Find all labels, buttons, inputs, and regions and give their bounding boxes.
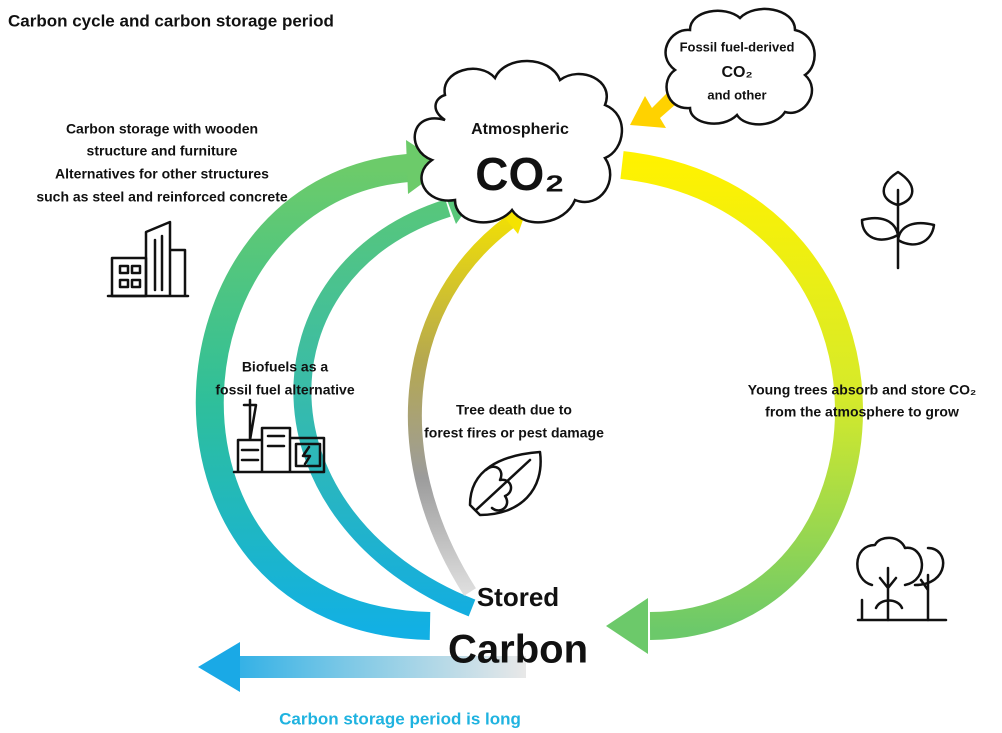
- wood-label: Carbon storage with wooden: [66, 121, 258, 137]
- plant-icon: [860, 170, 936, 270]
- atmosphere-cloud: [413, 59, 624, 224]
- death-label: forest fires or pest damage: [424, 425, 604, 441]
- wood-label: structure and furniture: [87, 143, 238, 159]
- title: Carbon cycle and carbon storage period: [8, 11, 334, 30]
- wood-arrow: [195, 154, 431, 640]
- trees-icon: [856, 536, 948, 622]
- young-trees-label: Young trees absorb and store CO₂: [748, 382, 976, 398]
- stored-label: Stored: [477, 582, 559, 612]
- arrowhead: [198, 642, 240, 692]
- fossil-arrow: [630, 92, 676, 128]
- atmosphere-label: Atmospheric: [471, 121, 569, 138]
- wood-label: such as steel and reinforced concrete: [36, 189, 288, 205]
- leaf-pest-icon: [468, 450, 542, 517]
- arrowhead: [606, 598, 648, 654]
- factory-icon: [232, 398, 326, 474]
- wood-label: Alternatives for other structures: [55, 166, 269, 182]
- absorb-arrow: [620, 151, 863, 640]
- fossil-label: CO₂: [721, 64, 752, 81]
- carbon-label: Carbon: [448, 628, 588, 672]
- fossil-cloud: [664, 7, 816, 126]
- death-label: Tree death due to: [456, 402, 572, 418]
- storage-period-arrow: [236, 656, 526, 678]
- biofuel-label: fossil fuel alternative: [215, 382, 354, 398]
- biofuel-arrow: [293, 199, 476, 617]
- footer: Carbon storage period is long: [279, 709, 521, 728]
- fossil-label: and other: [707, 87, 766, 102]
- young-trees-label: from the atmosphere to grow: [765, 404, 959, 420]
- building-icon: [106, 220, 190, 298]
- fossil-label: Fossil fuel-derived: [680, 39, 795, 54]
- biofuel-label: Biofuels as a: [242, 359, 329, 375]
- death-arrow: [407, 216, 515, 596]
- atmosphere-formula: CO₂: [475, 148, 564, 200]
